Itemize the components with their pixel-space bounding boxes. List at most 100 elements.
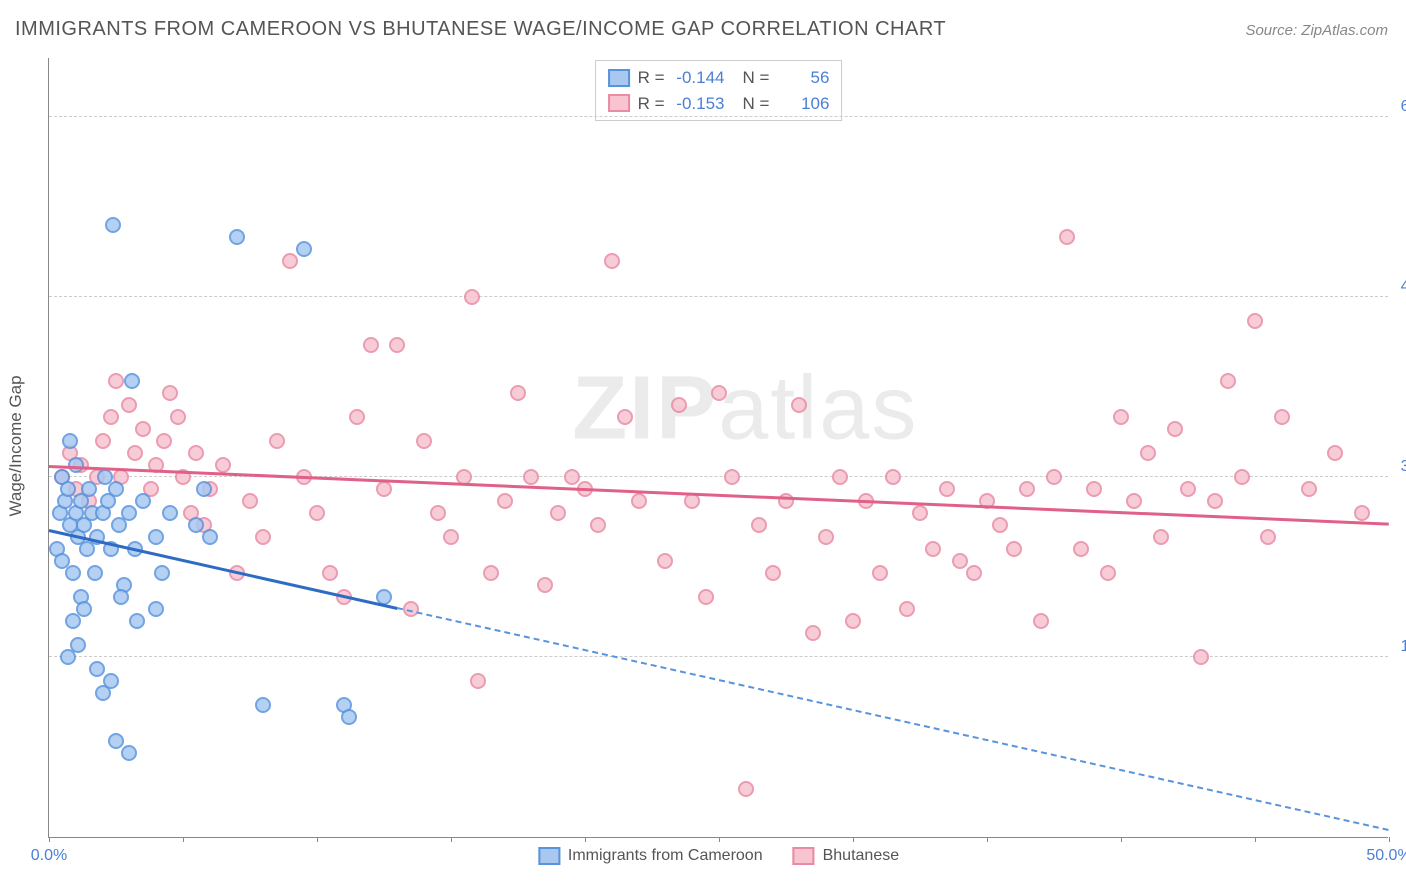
data-point: [1207, 493, 1223, 509]
y-axis-label: Wage/Income Gap: [6, 375, 26, 516]
watermark-bold: ZIP: [572, 358, 718, 458]
data-point: [1100, 565, 1116, 581]
data-point: [127, 445, 143, 461]
r-label: R =: [638, 65, 665, 91]
r-label-2: R =: [638, 91, 665, 117]
data-point: [832, 469, 848, 485]
x-tick-mark: [1255, 837, 1256, 842]
stats-row-cameroon: R = -0.144 N = 56: [608, 65, 830, 91]
data-point: [1234, 469, 1250, 485]
data-point: [671, 397, 687, 413]
data-point: [121, 505, 137, 521]
data-point: [1193, 649, 1209, 665]
stats-legend-box: R = -0.144 N = 56 R = -0.153 N = 106: [595, 60, 843, 121]
data-point: [1140, 445, 1156, 461]
data-point: [108, 481, 124, 497]
x-tick-label: 0.0%: [31, 847, 67, 865]
data-point: [925, 541, 941, 557]
data-point: [1274, 409, 1290, 425]
data-point: [939, 481, 955, 497]
n-label: N =: [743, 65, 770, 91]
data-point: [550, 505, 566, 521]
data-point: [113, 589, 129, 605]
data-point: [124, 373, 140, 389]
data-point: [188, 517, 204, 533]
data-point: [523, 469, 539, 485]
data-point: [899, 601, 915, 617]
data-point: [470, 673, 486, 689]
data-point: [148, 529, 164, 545]
x-tick-label: 50.0%: [1366, 847, 1406, 865]
gridline: [49, 116, 1388, 117]
data-point: [103, 409, 119, 425]
data-point: [309, 505, 325, 521]
data-point: [751, 517, 767, 533]
data-point: [322, 565, 338, 581]
data-point: [108, 733, 124, 749]
n-value-bhutanese: 106: [777, 91, 829, 117]
data-point: [872, 565, 888, 581]
n-label-2: N =: [743, 91, 770, 117]
data-point: [135, 421, 151, 437]
r-value-cameroon: -0.144: [673, 65, 725, 91]
data-point: [349, 409, 365, 425]
data-point: [162, 385, 178, 401]
data-point: [1180, 481, 1196, 497]
data-point: [617, 409, 633, 425]
data-point: [631, 493, 647, 509]
y-tick-label: 15.0%: [1391, 638, 1406, 656]
y-tick-label: 45.0%: [1391, 278, 1406, 296]
data-point: [296, 241, 312, 257]
data-point: [510, 385, 526, 401]
data-point: [885, 469, 901, 485]
data-point: [363, 337, 379, 353]
x-tick-mark: [317, 837, 318, 842]
data-point: [1046, 469, 1062, 485]
data-point: [818, 529, 834, 545]
legend-item-bhutanese: Bhutanese: [793, 847, 900, 865]
watermark-light: atlas: [718, 358, 918, 458]
data-point: [60, 649, 76, 665]
legend-label-cameroon: Immigrants from Cameroon: [568, 847, 763, 865]
data-point: [89, 661, 105, 677]
data-point: [805, 625, 821, 641]
data-point: [1033, 613, 1049, 629]
data-point: [215, 457, 231, 473]
data-point: [196, 481, 212, 497]
data-point: [62, 433, 78, 449]
legend-label-bhutanese: Bhutanese: [823, 847, 900, 865]
data-point: [156, 433, 172, 449]
x-tick-mark: [719, 837, 720, 842]
data-point: [1220, 373, 1236, 389]
data-point: [952, 553, 968, 569]
data-point: [564, 469, 580, 485]
data-point: [1019, 481, 1035, 497]
x-tick-mark: [49, 837, 50, 842]
data-point: [416, 433, 432, 449]
data-point: [724, 469, 740, 485]
data-point: [188, 445, 204, 461]
data-point: [121, 745, 137, 761]
x-tick-mark: [585, 837, 586, 842]
data-point: [1153, 529, 1169, 545]
data-point: [1247, 313, 1263, 329]
data-point: [590, 517, 606, 533]
x-tick-mark: [987, 837, 988, 842]
data-point: [76, 601, 92, 617]
data-point: [1260, 529, 1276, 545]
data-point: [765, 565, 781, 581]
swatch-cameroon: [608, 69, 630, 87]
legend-item-cameroon: Immigrants from Cameroon: [538, 847, 763, 865]
data-point: [604, 253, 620, 269]
data-point: [711, 385, 727, 401]
data-point: [1301, 481, 1317, 497]
data-point: [95, 433, 111, 449]
data-point: [341, 709, 357, 725]
plot-area: ZIPatlas R = -0.144 N = 56 R = -0.153 N …: [48, 58, 1388, 838]
data-point: [1059, 229, 1075, 245]
data-point: [242, 493, 258, 509]
data-point: [992, 517, 1008, 533]
data-point: [108, 373, 124, 389]
data-point: [657, 553, 673, 569]
data-point: [1113, 409, 1129, 425]
